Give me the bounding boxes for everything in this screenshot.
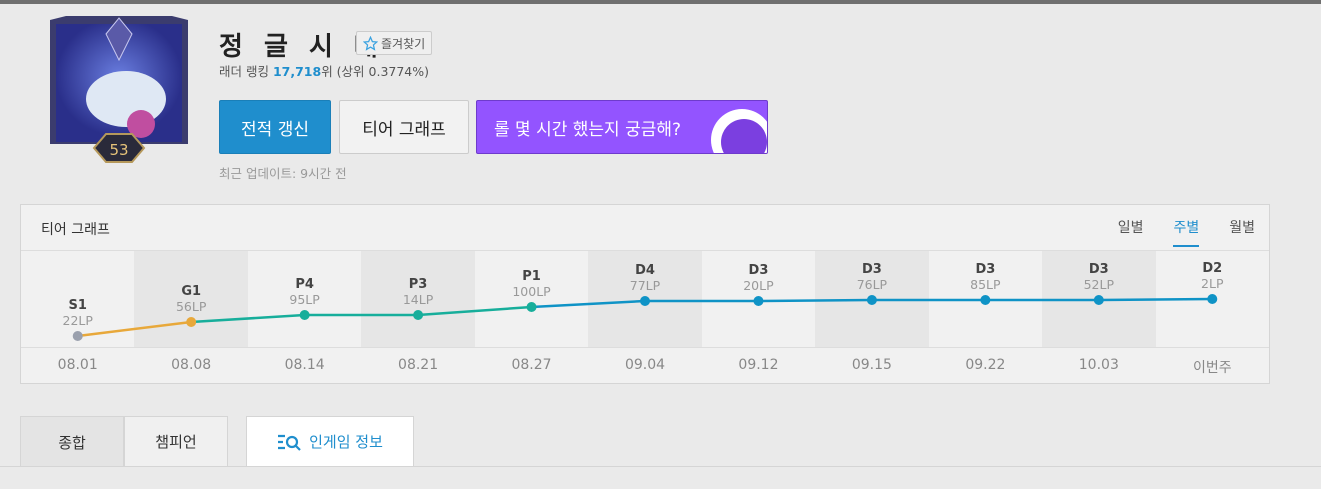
line-segment <box>77 320 192 338</box>
tier-label: D3 <box>861 262 882 277</box>
data-point <box>413 310 424 320</box>
lp-label: 77LP <box>629 278 661 293</box>
tier-chart: 08.01 08.08 08.14 08.21 08.27 09.04 09.12 09.15… <box>21 250 1269 384</box>
mascot-icon <box>711 109 767 153</box>
profile-icon: 53 <box>46 14 192 164</box>
favorite-button[interactable]: 즐겨찾기 <box>356 31 433 55</box>
lp-label: 22LP <box>62 313 93 328</box>
date-tick: 08.27 <box>511 357 552 373</box>
ladder-rank: 17,718 <box>272 64 322 79</box>
line-segment <box>758 298 872 303</box>
point-label: S1 22LP <box>28 298 128 328</box>
data-point <box>980 295 991 305</box>
line-segment <box>1098 297 1213 302</box>
main-tabs: 종합 챔피언 인게임 정보 <box>20 416 414 467</box>
data-point <box>1207 294 1218 304</box>
period-tab[interactable]: 주별 <box>1173 217 1200 247</box>
lp-label: 100LP <box>512 284 551 299</box>
top-bar <box>0 0 1321 4</box>
summoner-name: 정 글 시 대 <box>219 32 384 62</box>
date-tick: 08.08 <box>171 357 212 373</box>
chart-column <box>134 251 248 347</box>
lp-label: 95LP <box>289 292 320 307</box>
lp-label: 14LP <box>402 292 434 307</box>
lp-label: 52LP <box>1083 277 1115 292</box>
lp-label: 20LP <box>743 278 774 293</box>
date-tick: 09.15 <box>851 357 892 373</box>
ladder-ranking: 래더 랭킹 17,718위 (상위 0.3774%) <box>219 64 430 79</box>
date-tick: 08.21 <box>398 357 439 373</box>
divider <box>0 466 1321 467</box>
point-label: D3 52LP <box>1049 262 1149 292</box>
tier-graph-title: 티어 그래프 <box>41 222 110 238</box>
date-tick: 09.04 <box>624 357 666 373</box>
chart-column <box>361 251 475 347</box>
point-label: D3 85LP <box>935 262 1035 292</box>
tab-champion[interactable]: 챔피언 <box>124 416 228 467</box>
last-update: 최근 업데이트: 9시간 전 <box>219 166 347 181</box>
data-point <box>640 296 650 306</box>
tier-label: S1 <box>68 298 87 313</box>
line-segment <box>191 313 305 324</box>
date-tick: 이번주 <box>1192 360 1232 376</box>
tier-graph-button[interactable]: 티어 그래프 <box>339 100 469 154</box>
data-point <box>1093 295 1104 305</box>
lp-label: 85LP <box>970 277 1001 292</box>
playtime-promo-button[interactable]: 롤 몇 시간 했는지 궁금해? <box>476 100 768 154</box>
line-segment <box>418 305 532 317</box>
date-tick: 09.22 <box>965 357 1006 373</box>
date-axis: 08.01 08.08 08.14 08.21 08.27 09.04 09.12 09.15… <box>21 347 1269 384</box>
period-tabs: 일별 주별 월별 <box>1118 217 1255 247</box>
level-badge: 53 <box>109 141 128 159</box>
data-point <box>299 310 310 320</box>
tier-label: P1 <box>522 269 541 284</box>
tier-label: P4 <box>295 277 314 292</box>
date-tick: 09.12 <box>738 357 779 373</box>
point-label: P1 100LP <box>482 269 582 299</box>
lp-label: 56LP <box>175 299 207 314</box>
lp-label: 76LP <box>856 277 888 292</box>
point-label: P3 14LP <box>368 277 468 307</box>
refresh-button[interactable]: 전적 갱신 <box>219 100 331 154</box>
period-tab[interactable]: 일별 <box>1117 220 1144 236</box>
tier-label: D4 <box>635 263 655 278</box>
period-tab[interactable]: 월별 <box>1229 220 1255 236</box>
tier-label: P3 <box>408 277 428 292</box>
tab-ingame-info[interactable]: 인게임 정보 <box>246 416 414 467</box>
tier-label: G1 <box>181 284 202 299</box>
lp-label: 2LP <box>1201 276 1224 291</box>
data-point <box>753 296 764 306</box>
point-label: P4 95LP <box>255 277 355 307</box>
tier-label: D3 <box>1088 262 1109 277</box>
date-tick: 08.14 <box>284 357 325 373</box>
data-point <box>526 302 537 312</box>
tier-graph-panel: 티어 그래프 일별 주별 월별 08.01 08.08 08.14 08.21 08.27 0… <box>20 204 1270 384</box>
search-list-icon <box>278 434 301 451</box>
date-tick: 10.03 <box>1078 357 1119 373</box>
point-label: D2 2LP <box>1162 261 1262 291</box>
point-label: D3 20LP <box>708 263 808 293</box>
data-point <box>72 331 83 341</box>
point-label: D3 76LP <box>822 262 922 292</box>
data-point <box>186 317 197 327</box>
favorite-label: 즐겨찾기 <box>381 36 426 51</box>
line-segment <box>531 299 646 309</box>
chart-lines <box>72 294 1218 341</box>
tier-label: D2 <box>1202 261 1223 276</box>
tier-label: D3 <box>975 262 996 277</box>
point-label: G1 56LP <box>141 284 241 314</box>
tier-label: D3 <box>748 263 769 278</box>
point-label: D4 77LP <box>595 263 695 293</box>
date-tick: 08.01 <box>57 357 98 373</box>
star-icon <box>363 35 378 51</box>
data-point <box>866 295 877 305</box>
tab-overview[interactable]: 종합 <box>20 416 124 467</box>
